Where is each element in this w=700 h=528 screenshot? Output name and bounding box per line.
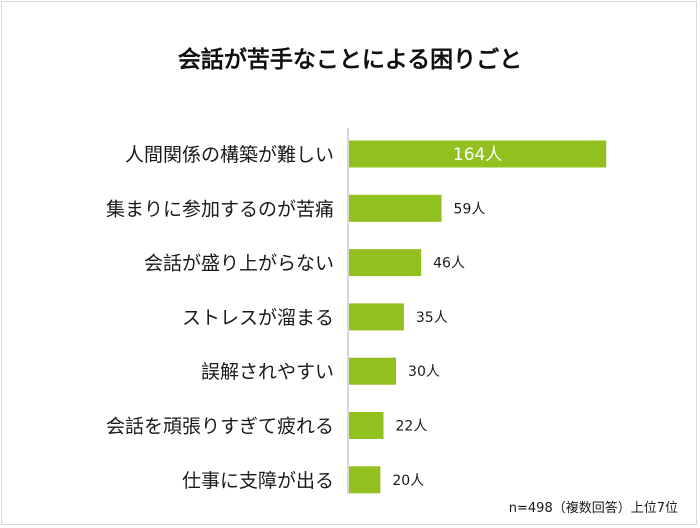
value-label-4: 35人: [416, 310, 448, 326]
value-label-6: 22人: [396, 419, 428, 435]
value-label-3: 46人: [433, 256, 465, 272]
bar-7: [349, 466, 381, 494]
bar-1: [349, 140, 607, 168]
bar-2: [349, 194, 442, 222]
chart-title: 会話が苦手なことによる困りごと: [178, 46, 522, 73]
category-label-1: 人間関係の構築が難しい: [125, 144, 334, 166]
category-label-7: 仕事に支障が出る: [182, 470, 334, 492]
bar-3: [349, 249, 422, 277]
category-label-3: 会話が盛り上がらない: [144, 253, 334, 275]
value-label-5: 30人: [408, 364, 440, 380]
value-label-1: 164人: [453, 145, 502, 165]
category-label-6: 会話を頑張りすぎて疲れる: [106, 416, 334, 438]
value-label-7: 20人: [392, 473, 424, 489]
category-label-2: 集まりに参加するのが苦痛: [106, 198, 334, 220]
value-label-2: 59人: [454, 201, 486, 217]
category-label-5: 誤解されやすい: [201, 361, 334, 383]
chart-note: n=498（複数回答）上位7位: [509, 500, 678, 516]
bar-4: [349, 303, 404, 331]
bar-6: [349, 412, 384, 439]
bars-layer: [349, 140, 607, 494]
category-label-4: ストレスが溜まる: [182, 307, 334, 329]
bar-5: [349, 357, 397, 385]
